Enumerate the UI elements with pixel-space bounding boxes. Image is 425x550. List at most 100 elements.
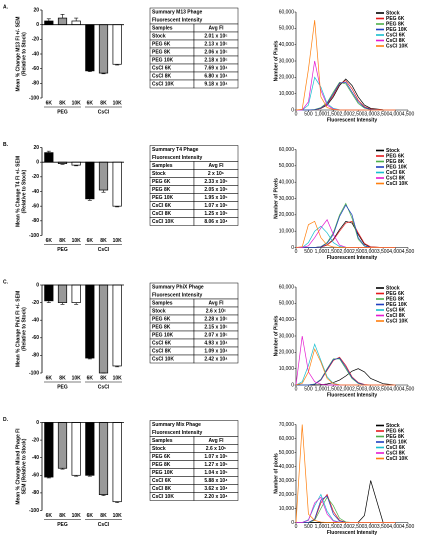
x-tick-label: 500 [304,111,313,117]
series-line [296,202,396,248]
legend-label: CsCl 8K [386,450,406,456]
series-line [296,356,396,386]
table-title: Fluorescent Intensity [152,430,203,436]
table-cell-text: CsCl 8K [152,348,172,354]
y-tick-label: 0 [291,107,294,113]
series-line [295,335,396,386]
x-tick-label: 8K [59,375,66,381]
table-cell-text: PEG 10K [152,332,174,338]
table-cell-text: PEG 8K [152,324,171,330]
legend-label: PEG 8K [386,21,405,27]
x-tick-label: 10K [113,238,123,244]
x-tick-label: 3,500 [377,249,390,255]
group-label: PEG [57,247,68,253]
y-tick-label: 0 [291,382,294,388]
table-cell-text: 2.13 x 10⁵ [204,41,228,47]
y-tick-label: -60 [32,66,39,72]
bar [71,422,81,476]
x-tick-label: 10K [72,100,82,106]
table-cell-text: 2.33 x 10⁵ [204,179,228,185]
legend-label: CsCl 10K [386,318,408,324]
y-tick-label: -20 [32,37,39,43]
table-cell-text: CsCl 8K [152,211,172,217]
table-cell-text: PEG 10K [152,195,174,201]
bar [44,284,54,302]
legend-label: CsCl 6K [386,445,406,451]
series-line [296,496,396,523]
y-tick-label: 20,000 [279,75,295,81]
x-tick-label: 2,500 [352,524,365,530]
y-tick-label: 0 [291,245,294,251]
x-tick-label: 1,500 [327,524,340,530]
y-tick-label: -40 [32,51,39,57]
table-cell-text: 2.28 x 10⁵ [204,316,228,322]
x-tick-label: 1,500 [327,249,340,255]
y-tick-label: 0 [36,159,39,165]
bar [112,161,122,207]
series-line [296,220,396,248]
legend-label: PEG 10K [386,27,408,33]
x-tick-label: 1,500 [327,111,340,117]
series-line [295,20,396,111]
y-tick-label: 50,000 [279,163,295,169]
group-label: PEG [57,384,68,390]
table-title: Fluorescent Intensity [152,292,203,298]
x-tick-label: 3,000 [364,111,377,117]
y-tick-label: -60 [32,203,39,209]
x-tick-label: 6K [46,375,53,381]
x-tick-label: 2,000 [340,249,353,255]
x-tick-label: 1,000 [315,524,328,530]
x-tick-label: 4,500 [402,524,415,530]
table-cell-text: 1.27 x 10⁵ [204,462,228,468]
legend-label: CsCl 10K [386,181,408,187]
x-tick-label: 6K [46,238,53,244]
y-tick-label: 30,000 [279,196,295,202]
table-cell-text: 2.42 x 10⁴ [204,356,228,362]
table-cell-text: 2.6 x 10⁵ [206,308,227,314]
table-cell-text: CsCl 6K [152,65,172,71]
table-cell-text: 9.18 x 10⁴ [204,81,228,87]
y-tick-label: 0 [36,22,39,28]
table-cell-text: PEG 8K [152,49,171,55]
table-cell-text: 1.25 x 10⁵ [204,211,228,217]
x-axis-label: Fluorescent Intensity [327,117,378,123]
x-tick-label: 3,500 [377,111,390,117]
y-tick-label: -40 [32,455,39,461]
series-line [296,81,396,111]
series-line [296,493,396,523]
x-tick-label: 3,000 [364,249,377,255]
group-label: CsCl [98,384,110,390]
table-cell-text: Stock [152,446,166,452]
x-axis-label: Fluorescent Intensity [327,255,378,261]
legend-label: PEG 8K [386,159,405,165]
x-tick-label: 2,500 [352,386,365,392]
series-line [296,368,396,386]
y-tick-label: -80 [32,490,39,496]
x-tick-label: 2,500 [352,249,365,255]
bar [98,161,109,191]
x-tick-label: 2,000 [340,111,353,117]
bar [44,20,54,26]
series-line [296,496,396,523]
y-tick-label: -80 [32,218,39,224]
series-line [295,348,396,386]
x-tick-label: 10K [113,375,123,381]
y-tick-label: 60,000 [279,147,295,153]
x-tick-label: 10K [113,513,123,519]
x-tick-label: 4,500 [402,111,415,117]
table-title: Summary Mix Phage [152,422,201,428]
x-tick-label: 10K [72,238,82,244]
x-tick-label: 8K [100,513,107,519]
x-tick-label: 2,500 [352,111,365,117]
table-title: Fluorescent Intensity [152,17,203,23]
x-tick-label: 4,000 [389,249,402,255]
table-cell-text: CsCl 10K [152,81,174,87]
bar [57,17,68,26]
series-line [296,219,396,248]
y-tick-label: -20 [32,300,39,306]
y-tick-label: 10,000 [279,228,295,234]
bar [71,284,81,303]
table-cell-text: 1.09 x 10⁴ [204,348,228,354]
x-tick-label: 6K [87,100,94,106]
